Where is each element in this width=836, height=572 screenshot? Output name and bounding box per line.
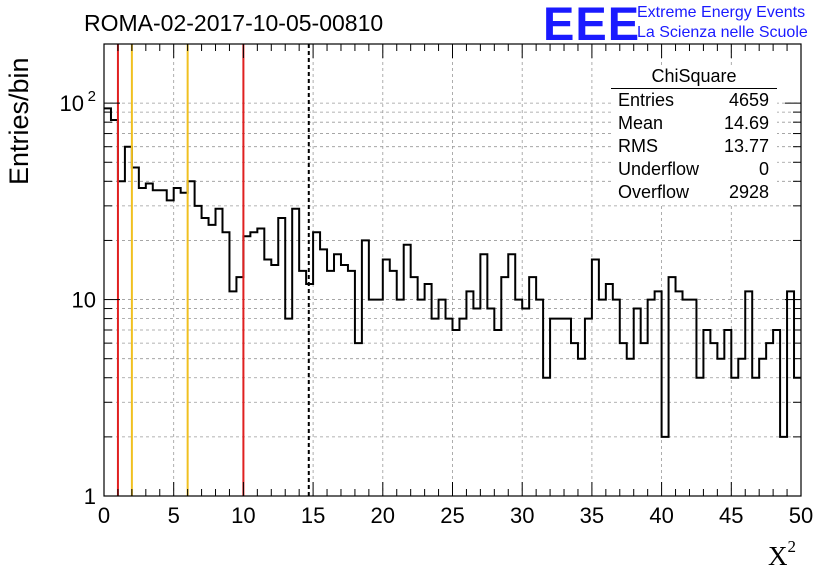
stats-row: Overflow 2928 [611,181,777,204]
chart-title: ROMA-02-2017-10-05-00810 [84,10,384,36]
stats-value: 0 [758,159,769,179]
stats-value: 2928 [728,182,769,202]
x-tick-label: 0 [98,503,110,528]
stats-label: Mean [618,113,664,133]
stats-value: 14.69 [723,113,769,133]
stats-row: Underflow 0 [611,158,777,181]
x-axis-label-main: X [768,541,788,571]
stats-box: ChiSquare Entries 4659 Mean 14.69 RMS 13.77… [611,66,777,204]
eee-logo: EEE [543,0,641,50]
x-tick-label: 35 [580,503,604,528]
stats-row: Entries 4659 [611,89,777,112]
x-tick-label: 50 [789,503,813,528]
x-tick-label: 10 [231,503,255,528]
logo-line-2: La Scienza nelle Scuole [637,24,808,41]
x-tick-label: 30 [510,503,534,528]
x-tick-label: 15 [301,503,325,528]
stats-label: RMS [618,136,658,156]
x-tick-label: 5 [168,503,180,528]
stats-value: 4659 [728,90,769,110]
x-axis-label: X2 [768,537,796,572]
stats-label: Underflow [618,159,700,179]
stats-label: Overflow [618,182,690,202]
y-tick-label: 1 [84,484,96,509]
stats-row: RMS 13.77 [611,135,777,158]
x-tick-label: 20 [371,503,395,528]
stats-row: Mean 14.69 [611,112,777,135]
stats-label: Entries [618,90,675,110]
x-tick-label: 25 [440,503,464,528]
stats-value: 13.77 [723,136,769,156]
histogram-series [104,107,801,438]
y-tick-label: 10 [60,91,84,116]
y-tick-label: 10 [72,288,96,313]
x-tick-label: 45 [719,503,743,528]
x-tick-label: 40 [649,503,673,528]
y-tick-label-sup: 2 [88,88,96,105]
stats-title: ChiSquare [611,66,777,89]
x-axis-label-sup: 2 [787,537,797,556]
y-axis-label: Entries/bin [4,57,34,185]
logo-line-1: Extreme Energy Events [637,4,806,21]
